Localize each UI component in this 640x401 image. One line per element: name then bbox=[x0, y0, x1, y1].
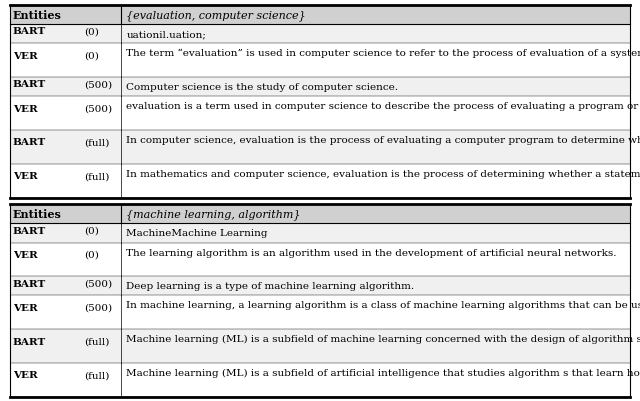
Text: BART: BART bbox=[13, 27, 46, 36]
Text: VER: VER bbox=[13, 104, 38, 113]
Text: (500): (500) bbox=[84, 279, 112, 288]
Text: Entities: Entities bbox=[13, 209, 61, 220]
Bar bbox=[10, 224, 630, 243]
Text: The term “evaluation” is used in computer science to refer to the process of eva: The term “evaluation” is used in compute… bbox=[127, 49, 640, 58]
Text: Entities: Entities bbox=[13, 10, 61, 21]
Text: VER: VER bbox=[13, 371, 38, 379]
Text: BART: BART bbox=[13, 279, 46, 288]
Text: In mathematics and computer science, evaluation is the process of determining wh: In mathematics and computer science, eva… bbox=[127, 169, 640, 178]
Bar bbox=[10, 44, 630, 78]
Text: {evaluation, computer science}: {evaluation, computer science} bbox=[127, 10, 306, 21]
Text: VER: VER bbox=[13, 51, 38, 61]
Bar bbox=[10, 164, 630, 198]
Text: In computer science, evaluation is the process of evaluating a computer program : In computer science, evaluation is the p… bbox=[127, 136, 640, 145]
Text: Machine learning (ML) is a subfield of machine learning concerned with the desig: Machine learning (ML) is a subfield of m… bbox=[127, 334, 640, 344]
Text: (0): (0) bbox=[84, 250, 99, 259]
Text: evaluation is a term used in computer science to describe the process of evaluat: evaluation is a term used in computer sc… bbox=[127, 102, 640, 111]
Text: (0): (0) bbox=[84, 27, 99, 36]
Bar bbox=[10, 296, 630, 330]
Text: The learning algorithm is an algorithm used in the development of artificial neu: The learning algorithm is an algorithm u… bbox=[127, 248, 617, 257]
Text: {machine learning, algorithm}: {machine learning, algorithm} bbox=[127, 209, 301, 220]
Bar bbox=[10, 78, 630, 97]
Text: (full): (full) bbox=[84, 172, 109, 181]
Bar bbox=[10, 6, 630, 25]
Text: BART: BART bbox=[13, 80, 46, 89]
Text: uationil.uation;: uationil.uation; bbox=[127, 30, 206, 39]
Bar bbox=[10, 131, 630, 164]
Text: VER: VER bbox=[13, 250, 38, 259]
Text: (500): (500) bbox=[84, 104, 112, 113]
Bar bbox=[10, 277, 630, 296]
Text: BART: BART bbox=[13, 226, 46, 235]
Bar bbox=[10, 25, 630, 44]
Text: In machine learning, a learning algorithm is a class of machine learning algorit: In machine learning, a learning algorith… bbox=[127, 301, 640, 310]
Bar bbox=[10, 243, 630, 277]
Text: BART: BART bbox=[13, 138, 46, 147]
Bar bbox=[10, 97, 630, 131]
Text: (0): (0) bbox=[84, 226, 99, 235]
Text: (full): (full) bbox=[84, 371, 109, 379]
Text: Machine learning (ML) is a subfield of artificial intelligence that studies algo: Machine learning (ML) is a subfield of a… bbox=[127, 368, 640, 377]
Text: (full): (full) bbox=[84, 337, 109, 346]
Text: (500): (500) bbox=[84, 80, 112, 89]
Text: BART: BART bbox=[13, 337, 46, 346]
Text: (0): (0) bbox=[84, 51, 99, 61]
Bar bbox=[10, 205, 630, 224]
Text: (full): (full) bbox=[84, 138, 109, 147]
Text: Computer science is the study of computer science.: Computer science is the study of compute… bbox=[127, 83, 399, 92]
Text: (500): (500) bbox=[84, 303, 112, 312]
Bar bbox=[10, 330, 630, 363]
Text: MachineMachine Learning: MachineMachine Learning bbox=[127, 229, 268, 238]
Text: VER: VER bbox=[13, 303, 38, 312]
Bar bbox=[10, 363, 630, 397]
Text: VER: VER bbox=[13, 172, 38, 181]
Text: Deep learning is a type of machine learning algorithm.: Deep learning is a type of machine learn… bbox=[127, 282, 415, 291]
